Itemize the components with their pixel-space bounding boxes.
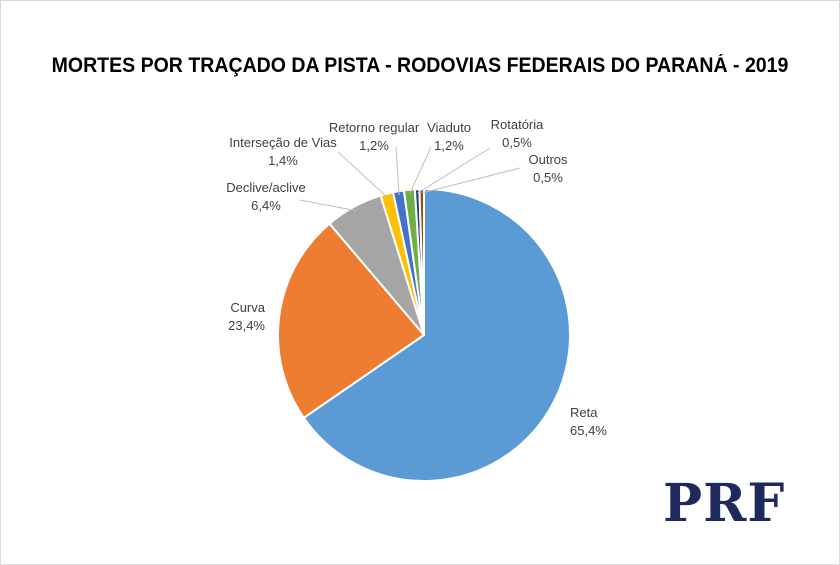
slice-value-label: 1,4% [268, 153, 298, 168]
slice-label: Declive/aclive [226, 180, 305, 195]
slice-value-label: 6,4% [251, 198, 281, 213]
slice-value-label: 1,2% [434, 138, 464, 153]
leader-line [417, 147, 491, 194]
slice-label: Rotatória [491, 117, 545, 132]
slice-label: Curva [230, 300, 265, 315]
slice-label: Retorno regular [329, 120, 420, 135]
slice-label: Reta [570, 405, 598, 420]
slice-label: Viaduto [427, 120, 471, 135]
slice-label: Outros [528, 152, 568, 167]
slice-value-label: 23,4% [228, 318, 265, 333]
leader-line [395, 146, 400, 196]
slice-label: Interseção de Vias [229, 135, 337, 150]
leader-line [337, 151, 389, 199]
leader-line [299, 199, 356, 212]
leader-line [421, 167, 521, 194]
chart-title: MORTES POR TRAÇADO DA PISTA - RODOVIAS F… [51, 54, 789, 77]
slice-value-label: 65,4% [570, 423, 607, 438]
slice-value-label: 0,5% [502, 135, 532, 150]
slice-value-label: 1,2% [359, 138, 389, 153]
prf-logo: PRF [663, 473, 786, 534]
slice-value-label: 0,5% [533, 170, 563, 185]
pie-slice-curva [276, 222, 426, 420]
leader-line [409, 146, 432, 194]
pie-slice-reta [302, 187, 571, 482]
